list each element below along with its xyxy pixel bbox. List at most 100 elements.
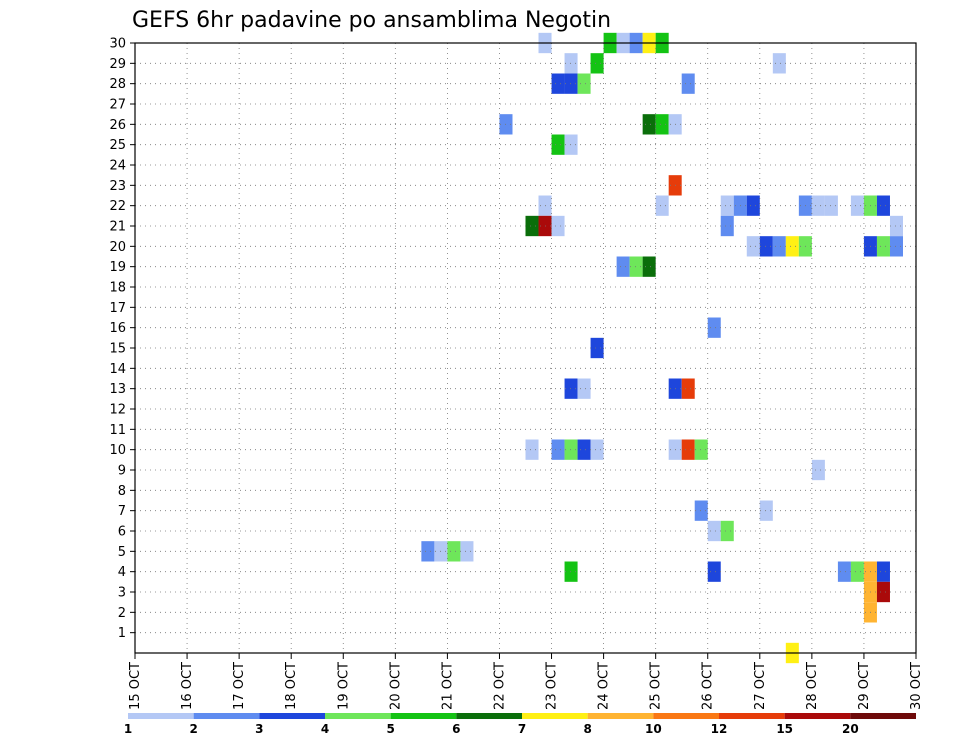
data-cell (590, 439, 604, 460)
data-cell (707, 520, 721, 542)
color-legend: 1 2 3 4 5 6 7 8 10 12 15 20 (124, 713, 916, 736)
x-tick-label: 23 OCT (545, 662, 560, 710)
legend-swatch (259, 713, 325, 719)
data-cell (876, 581, 890, 603)
x-tick-label: 22 OCT (492, 662, 507, 710)
x-tick-label: 21 OCT (440, 662, 455, 710)
grid-lines (135, 43, 916, 653)
data-cell (564, 378, 578, 399)
data-cell (525, 439, 539, 460)
y-tick-label: 22 (109, 199, 126, 214)
legend-label: 4 (321, 722, 329, 736)
x-tick-label: 16 OCT (180, 662, 195, 710)
x-tick-label: 17 OCT (232, 662, 247, 710)
data-cell (707, 561, 721, 582)
data-cell (889, 215, 903, 237)
data-cell (824, 195, 838, 216)
legend-swatch (456, 713, 522, 719)
data-cell (447, 541, 461, 562)
y-tick-label: 10 (109, 443, 126, 458)
data-cell (876, 236, 890, 257)
legend-swatch (850, 713, 916, 719)
data-cell (759, 500, 773, 521)
legend-swatch (325, 713, 391, 719)
legend-label: 6 (452, 722, 460, 736)
data-cell (642, 256, 656, 277)
data-cell (772, 236, 786, 257)
data-cell (876, 195, 890, 216)
chart-title: GEFS 6hr padavine po ansamblima Negotin (132, 8, 611, 33)
data-cell (642, 114, 656, 135)
data-cell (837, 561, 851, 582)
y-tick-label: 13 (109, 382, 126, 397)
data-cell (707, 317, 721, 338)
x-tick-label: 26 OCT (701, 662, 716, 710)
y-tick-label: 2 (118, 606, 126, 621)
x-tick-label: 19 OCT (336, 662, 351, 710)
y-tick-label: 5 (118, 545, 126, 560)
data-cell (629, 256, 643, 277)
data-cell (655, 114, 669, 135)
legend-label: 12 (711, 722, 728, 736)
legend-swatch (653, 713, 719, 719)
y-tick-label: 27 (109, 98, 126, 113)
data-cell (720, 520, 734, 542)
data-cell (564, 561, 578, 582)
x-tick-label: 27 OCT (753, 662, 768, 710)
y-tick-label: 28 (109, 77, 126, 92)
legend-swatch (522, 713, 588, 719)
legend-swatch (784, 713, 851, 719)
data-cell (889, 236, 903, 257)
data-cell (577, 439, 591, 460)
x-tick-label: 24 OCT (597, 662, 612, 710)
data-cell (564, 53, 578, 74)
y-tick-label: 4 (118, 565, 126, 580)
data-cell (655, 195, 669, 216)
data-cell (577, 73, 591, 94)
data-cell (850, 561, 864, 582)
data-cell (759, 236, 773, 257)
data-cell (876, 561, 890, 582)
data-cell (564, 73, 578, 94)
legend-label: 2 (189, 722, 197, 736)
data-cell (694, 500, 708, 521)
y-tick-label: 1 (118, 626, 126, 641)
x-tick-label: 30 OCT (909, 662, 924, 710)
data-cell (616, 256, 630, 277)
data-cell (577, 378, 591, 399)
data-cell (564, 134, 578, 155)
y-tick-label: 7 (118, 504, 126, 519)
x-tick-label: 18 OCT (284, 662, 299, 710)
y-tick-label: 19 (109, 260, 126, 275)
y-tick-label: 21 (109, 220, 126, 235)
legend-swatch (719, 713, 785, 719)
legend-swatch (128, 713, 194, 719)
x-tick-label: 29 OCT (857, 662, 872, 710)
legend-label: 5 (386, 722, 394, 736)
data-cell (564, 439, 578, 460)
data-cell (525, 215, 539, 237)
legend-label: 10 (645, 722, 662, 736)
data-cell (551, 215, 565, 237)
data-cell (772, 53, 786, 74)
y-tick-label: 14 (109, 362, 126, 377)
data-cell (811, 459, 825, 481)
data-cell (681, 73, 695, 94)
data-cell (785, 236, 799, 257)
data-cell (460, 541, 474, 562)
y-tick-label: 17 (109, 301, 126, 316)
legend-label: 15 (776, 722, 793, 736)
y-tick-label: 26 (109, 118, 126, 133)
y-tick-label: 6 (118, 525, 126, 540)
data-cell (720, 195, 734, 216)
legend-label: 1 (124, 722, 132, 736)
y-tick-label: 9 (118, 464, 126, 479)
legend-label: 7 (518, 722, 526, 736)
data-cell (590, 53, 604, 74)
data-cell (681, 378, 695, 399)
legend-swatch (390, 713, 457, 719)
y-tick-label: 24 (109, 159, 126, 174)
y-tick-label: 12 (109, 403, 126, 418)
y-tick-label: 20 (109, 240, 126, 255)
